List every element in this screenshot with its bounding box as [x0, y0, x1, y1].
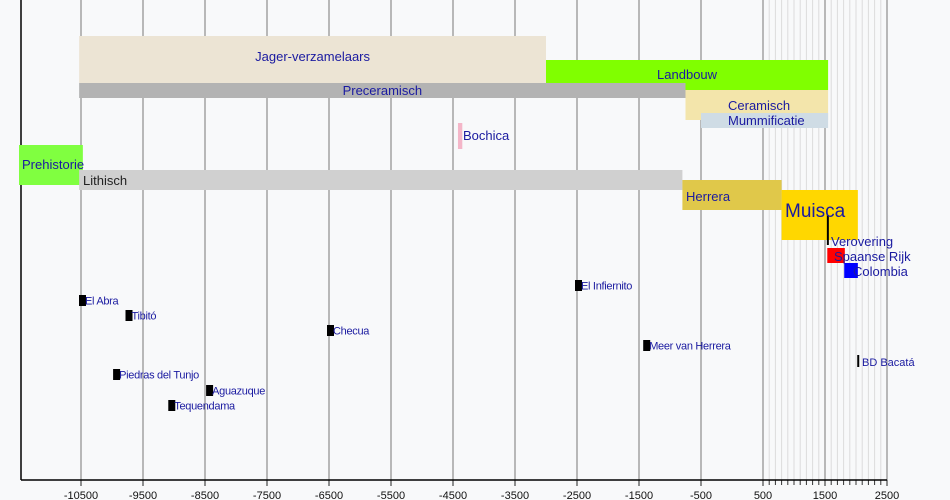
tick-label: -1500 — [625, 490, 653, 500]
event-label: Tequendama — [174, 401, 236, 413]
event-marker — [643, 340, 651, 351]
period-label: Bochica — [463, 128, 510, 143]
tick-label: -9500 — [129, 490, 157, 500]
event-label: Checua — [333, 326, 370, 338]
period-label: Jager-verzamelaars — [255, 49, 370, 64]
tick-label: -4500 — [439, 490, 467, 500]
tick-label: -5500 — [377, 490, 405, 500]
period-bar — [827, 248, 845, 263]
tick-label: 2500 — [875, 490, 899, 500]
period-label: Preceramisch — [343, 83, 422, 98]
tick-label: -500 — [690, 490, 712, 500]
event-label: Piedras del Tunjo — [119, 370, 199, 382]
event-label: Aguazuque — [212, 386, 265, 398]
period-bar — [19, 145, 83, 185]
tick-label: -6500 — [315, 490, 343, 500]
event-marker — [168, 400, 176, 411]
tick-label: -2500 — [563, 490, 591, 500]
period-label: Herrera — [686, 189, 731, 204]
period-label: Muisca — [785, 201, 846, 222]
period-label: Prehistorie — [22, 157, 84, 172]
event-label: Tibitó — [132, 311, 157, 323]
event-marker — [113, 369, 121, 380]
period-label: Verovering — [831, 234, 893, 249]
period-label: Spaanse Rijk — [834, 249, 911, 264]
event-label: El Infiernito — [581, 281, 632, 293]
period-label: Lithisch — [83, 173, 127, 188]
event-marker — [327, 325, 334, 336]
tick-label: -7500 — [253, 490, 281, 500]
event-label: Meer van Herrera — [649, 341, 732, 353]
period-bar — [781, 190, 858, 240]
period-bar — [79, 83, 686, 98]
tick-label: -8500 — [191, 490, 219, 500]
tick-label: 1500 — [813, 490, 837, 500]
period-bar — [79, 170, 683, 190]
event-marker — [125, 310, 133, 321]
tick-label: -3500 — [501, 490, 529, 500]
event-marker — [575, 280, 582, 291]
period-bar — [682, 180, 782, 210]
period-bar — [826, 215, 829, 245]
period-bar — [701, 113, 829, 128]
event-label: El Abra — [85, 296, 120, 308]
period-bar — [79, 36, 546, 83]
period-bar — [844, 263, 858, 278]
tick-label: 500 — [754, 490, 772, 500]
tick-label: -10500 — [64, 490, 98, 500]
period-label: BD Bacatá — [862, 357, 915, 369]
period-label: Landbouw — [657, 67, 718, 82]
period-label: Colombia — [853, 264, 909, 279]
period-label: Mummificatie — [728, 113, 805, 128]
event-marker — [206, 385, 214, 396]
period-bar — [457, 123, 463, 149]
period-label: Ceramisch — [728, 98, 790, 113]
period-bar — [857, 355, 860, 367]
event-marker — [79, 295, 86, 306]
